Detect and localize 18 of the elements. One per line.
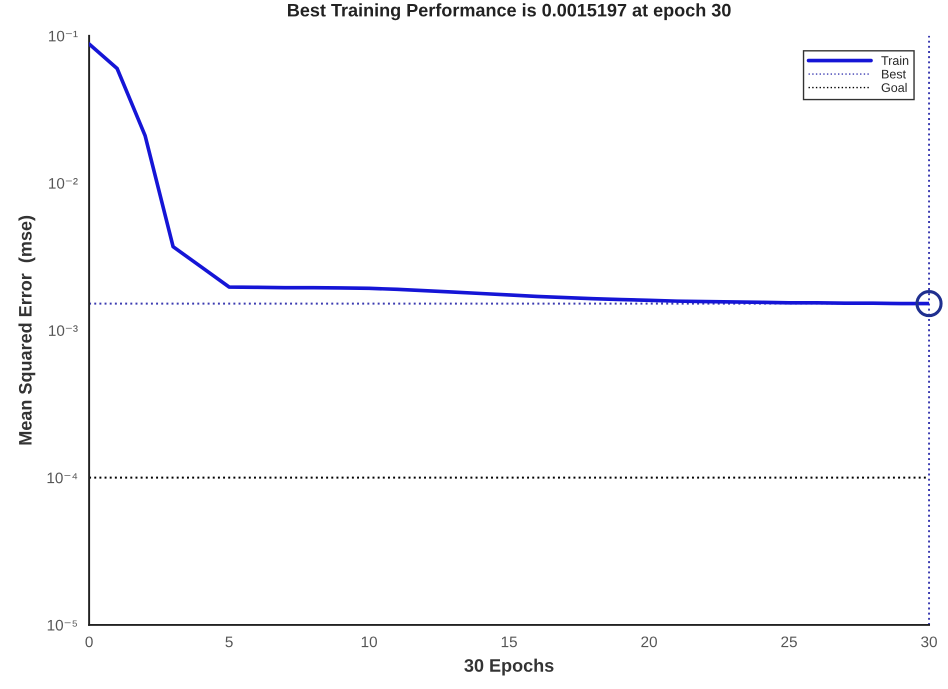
chart-title: Best Training Performance is 0.0015197 at epoch 30: [288, 3, 731, 20]
y-tick-label: 10⁻⁴: [48, 472, 78, 484]
x-tick-label: 0: [85, 636, 93, 648]
y-tick-label: 10⁻³: [49, 325, 78, 336]
x-tick-label: 10: [362, 636, 377, 648]
legend-label: Train: [881, 56, 908, 66]
x-tick-label: 15: [502, 636, 517, 648]
y-tick-label: 10⁻⁵: [48, 620, 78, 631]
y-tick-label: 10⁻²: [49, 178, 78, 189]
legend-label: Goal: [882, 82, 907, 92]
x-tick-label: 25: [781, 636, 797, 648]
x-tick-label: 30: [921, 636, 937, 648]
x-axis-title: 30 Epochs: [464, 658, 554, 676]
y-axis-title: Mean Squared Error (mse): [18, 216, 36, 445]
x-tick-label: 5: [225, 636, 233, 648]
x-tick-label: 20: [641, 636, 657, 648]
y-tick-label: 10⁻¹: [49, 30, 78, 42]
legend-label: Best: [882, 70, 906, 79]
